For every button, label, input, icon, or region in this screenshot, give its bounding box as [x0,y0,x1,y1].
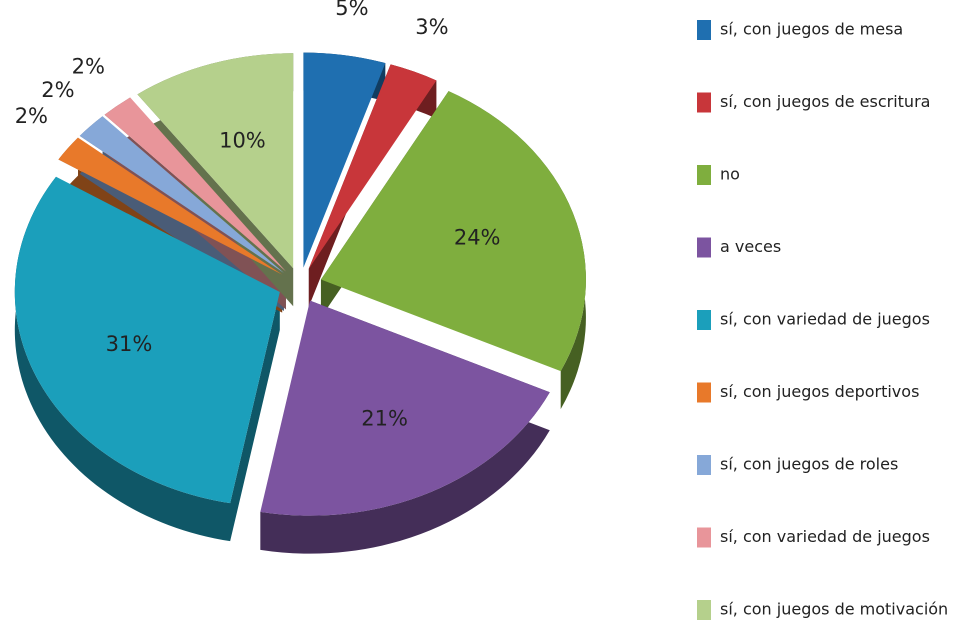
legend-label: sí, con juegos de escritura [720,92,930,111]
data-label: 24% [454,225,501,249]
legend-label: sí, con juegos de motivación [720,600,948,619]
legend-swatch [697,382,711,403]
data-label: 10% [219,128,266,152]
slice [14,176,280,504]
slice [104,97,286,272]
legend-swatch [697,92,711,113]
data-label: 2% [72,55,105,79]
data-label: 5% [335,0,368,20]
slice-side [14,176,280,542]
legend-label: sí, con juegos deportivos [720,382,919,401]
legend-label: sí, con juegos de mesa [720,20,903,39]
slice [58,137,283,275]
legend-label: sí, con variedad de juegos [720,310,930,329]
legend-label: sí, con juegos de roles [720,455,898,474]
legend-swatch [697,20,711,40]
data-label: 2% [41,78,74,102]
slice [320,91,586,372]
data-label: 2% [15,104,48,128]
legend-label: sí, con variedad de juegos [720,527,930,546]
data-label: 3% [415,15,448,39]
legend-swatch [697,455,711,475]
slice [303,52,386,268]
data-label: 31% [106,332,153,356]
legend-swatch [697,600,711,620]
slice-labels: 5%3%24%21%31%2%2%2%10% [15,0,501,430]
legend-swatch [697,310,711,330]
legend: sí, con juegos de mesa sí, con juegos de … [697,20,948,620]
slice-tops [14,52,586,516]
slice [79,116,284,273]
slice [137,53,294,269]
legend-swatch [697,165,711,185]
data-label: 21% [361,406,408,430]
legend-swatch [697,237,711,258]
legend-swatch [697,527,711,548]
slice [260,300,550,516]
legend-label: no [720,165,740,184]
slice-side [260,300,550,554]
legend-label: a veces [720,237,781,256]
slice [308,64,437,269]
